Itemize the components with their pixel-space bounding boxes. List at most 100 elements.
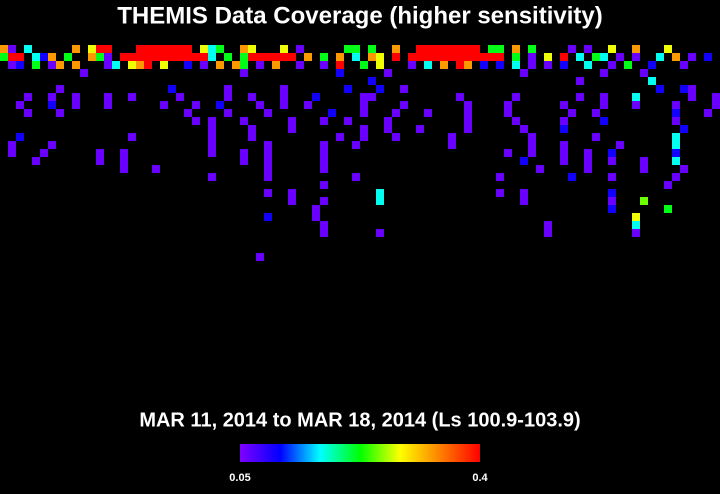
coverage-cell [320,53,328,61]
coverage-cell [384,69,392,77]
coverage-cell [104,101,112,109]
coverage-cell [104,53,112,61]
coverage-cell [0,45,8,53]
coverage-cell [464,117,472,125]
coverage-cell [160,61,168,69]
coverage-cell [584,61,592,69]
coverage-cell [464,45,472,53]
coverage-cell [344,85,352,93]
coverage-cell [472,45,480,53]
coverage-cell [240,69,248,77]
coverage-cell [376,229,384,237]
coverage-cell [120,53,128,61]
coverage-cell [512,61,520,69]
chart-subtitle: MAR 11, 2014 to MAR 18, 2014 (Ls 100.9-1… [139,409,580,431]
coverage-cell [544,221,552,229]
coverage-cell [520,157,528,165]
coverage-cell [16,133,24,141]
coverage-cell [320,141,328,149]
coverage-cell [504,109,512,117]
coverage-cell [560,53,568,61]
coverage-cell [440,45,448,53]
coverage-cell [632,101,640,109]
coverage-cell [672,141,680,149]
coverage-cell [560,101,568,109]
coverage-cell [608,149,616,157]
coverage-cell [32,53,40,61]
coverage-cell [400,101,408,109]
coverage-cell [32,157,40,165]
coverage-cell [672,117,680,125]
coverage-cell [376,53,384,61]
colorbar-tick-label: 0.4 [472,472,488,484]
coverage-cell [600,117,608,125]
coverage-cell [712,101,720,109]
coverage-cell [608,61,616,69]
coverage-cell [656,53,664,61]
coverage-cell [336,133,344,141]
coverage-cell [568,45,576,53]
coverage-cell [224,93,232,101]
coverage-cell [560,125,568,133]
coverage-cell [200,53,208,61]
coverage-cell [8,141,16,149]
coverage-cell [464,61,472,69]
coverage-cell [208,149,216,157]
coverage-cell [384,117,392,125]
coverage-cell [664,45,672,53]
coverage-cell [176,53,184,61]
coverage-cell [192,101,200,109]
coverage-cell [456,53,464,61]
coverage-cell [688,53,696,61]
coverage-cell [64,53,72,61]
coverage-cell [352,141,360,149]
coverage-cell [368,77,376,85]
coverage-cell [192,117,200,125]
coverage-cell [584,165,592,173]
coverage-cell [680,61,688,69]
coverage-cell [568,109,576,117]
coverage-cell [16,101,24,109]
coverage-cell [72,61,80,69]
coverage-cell [424,45,432,53]
coverage-cell [320,181,328,189]
coverage-cell [664,205,672,213]
coverage-cell [400,85,408,93]
coverage-cell [8,53,16,61]
coverage-cell [640,69,648,77]
coverage-cell [32,61,40,69]
coverage-cell [288,189,296,197]
coverage-cell [712,93,720,101]
coverage-cell [608,157,616,165]
coverage-cell [56,61,64,69]
coverage-cell [288,53,296,61]
coverage-cell [96,157,104,165]
coverage-cell [488,53,496,61]
coverage-cell [264,213,272,221]
coverage-cell [608,197,616,205]
coverage-cell [48,101,56,109]
coverage-cell [336,61,344,69]
coverage-cell [264,149,272,157]
coverage-cell [448,133,456,141]
coverage-cell [280,53,288,61]
coverage-cell [128,133,136,141]
coverage-cell [496,61,504,69]
coverage-cell [424,61,432,69]
coverage-cell [24,45,32,53]
coverage-cell [672,149,680,157]
coverage-cell [320,229,328,237]
coverage-cell [512,53,520,61]
coverage-cell [520,69,528,77]
coverage-cell [160,53,168,61]
coverage-cell [440,61,448,69]
coverage-cell [576,77,584,85]
coverage-cell [56,109,64,117]
coverage-cell [104,93,112,101]
coverage-cell [24,109,32,117]
coverage-cell [280,101,288,109]
coverage-cell [72,101,80,109]
coverage-cell [624,61,632,69]
coverage-cell [208,141,216,149]
